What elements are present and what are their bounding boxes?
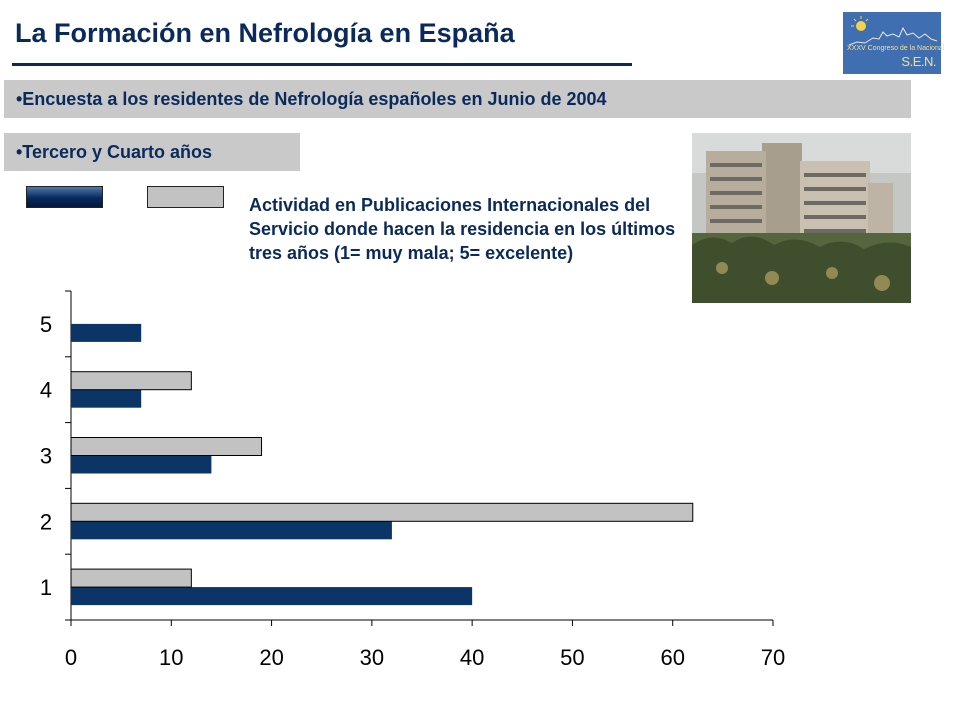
title-underline bbox=[12, 63, 632, 66]
bar-series-1-cat-4 bbox=[71, 389, 142, 408]
bar-series-1-cat-1 bbox=[71, 587, 473, 606]
x-tick-label: 50 bbox=[560, 645, 584, 670]
x-tick-label: 10 bbox=[159, 645, 183, 670]
survey-banner: •Encuesta a los residentes de Nefrología… bbox=[4, 80, 911, 118]
x-tick-label: 60 bbox=[660, 645, 684, 670]
x-tick-label: 0 bbox=[65, 645, 77, 670]
page-title: La Formación en Nefrología en España bbox=[15, 18, 515, 48]
city-skyline-icon bbox=[848, 16, 938, 46]
hospital-building-image bbox=[692, 133, 911, 303]
hospital-photo bbox=[692, 133, 911, 303]
legend-swatch-series-2 bbox=[147, 186, 224, 208]
congress-logo: XXXV Congreso de la Nacional S.E.N. bbox=[843, 12, 945, 74]
y-category-label: 2 bbox=[40, 509, 52, 534]
bar-series-1-cat-3 bbox=[71, 455, 212, 474]
y-category-label: 4 bbox=[40, 378, 52, 403]
logo-text: XXXV Congreso de la Nacional bbox=[847, 45, 945, 52]
x-tick-label: 70 bbox=[761, 645, 785, 670]
y-category-label: 5 bbox=[40, 312, 52, 337]
x-tick-label: 20 bbox=[259, 645, 283, 670]
bar-series-2-cat-1 bbox=[70, 568, 192, 588]
x-tick-label: 30 bbox=[360, 645, 384, 670]
bar-series-1-cat-2 bbox=[71, 521, 392, 540]
years-banner: •Tercero y Cuarto años bbox=[4, 133, 300, 171]
chart-caption: Actividad en Publicaciones Internacional… bbox=[249, 195, 676, 263]
legend-swatch-series-1 bbox=[26, 186, 103, 208]
x-tick-label: 40 bbox=[460, 645, 484, 670]
bar-series-2-cat-3 bbox=[70, 437, 263, 456]
bar-series-1-cat-5 bbox=[71, 323, 142, 342]
bar-series-2-cat-4 bbox=[70, 371, 192, 391]
bar-series-2-cat-2 bbox=[70, 502, 694, 522]
y-category-label: 1 bbox=[40, 575, 52, 600]
y-category-label: 3 bbox=[40, 444, 52, 469]
logo-sen: S.E.N. bbox=[901, 54, 936, 69]
